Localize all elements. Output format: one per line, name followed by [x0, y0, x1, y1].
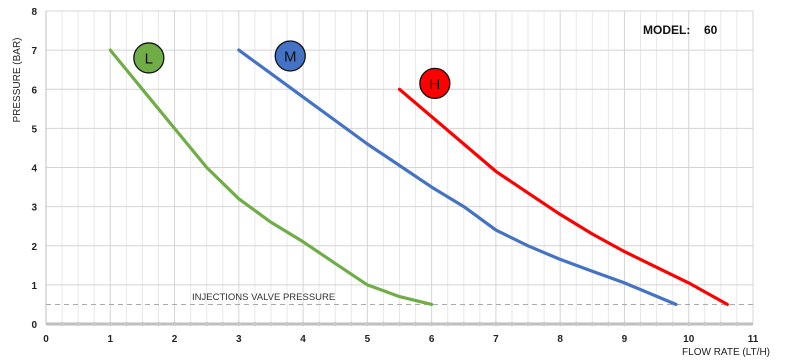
x-axis-marker	[300, 321, 306, 327]
x-axis-marker	[92, 321, 97, 327]
x-axis-marker	[236, 321, 242, 327]
y-tick-label: 0	[31, 320, 37, 331]
x-axis-marker	[429, 321, 434, 327]
x-axis-marker	[172, 321, 177, 327]
x-axis-marker	[461, 321, 466, 327]
x-axis-marker	[574, 321, 579, 327]
x-axis-marker	[541, 321, 547, 327]
x-axis-marker	[654, 321, 659, 327]
series-badge-label: L	[145, 50, 153, 67]
x-axis-marker	[718, 321, 724, 327]
x-axis-marker	[333, 321, 338, 327]
x-axis-marker	[525, 321, 531, 327]
x-tick-label: 3	[236, 334, 242, 345]
y-axis-title: PRESSURE (BAR)	[12, 37, 23, 122]
x-tick-label: 7	[493, 334, 499, 345]
y-tick-label: 1	[31, 281, 37, 292]
x-axis-marker	[557, 321, 563, 327]
x-axis-marker	[381, 321, 386, 327]
x-tick-label: 11	[748, 334, 759, 345]
series-line-h	[397, 87, 729, 306]
x-axis-marker	[413, 321, 418, 327]
x-axis-marker	[252, 321, 258, 327]
x-axis-marker	[316, 321, 322, 327]
axes: 0 1 2 3 4 5 6 7 8 9 10 11 0 1 2 3 4 5 6 7 8	[31, 7, 758, 345]
x-axis-marker	[622, 321, 627, 327]
series-badge-label: M	[284, 48, 297, 65]
x-axis-marker	[220, 321, 225, 327]
x-tick-label: 6	[429, 334, 435, 345]
x-axis-marker	[59, 321, 65, 327]
x-axis-marker	[670, 321, 675, 327]
x-axis-marker	[702, 321, 707, 327]
x-axis-title: FLOW RATE (LT/H)	[682, 347, 770, 358]
x-axis-marker	[268, 321, 274, 327]
x-axis-marker	[188, 321, 193, 327]
x-tick-label: 10	[683, 334, 695, 345]
x-axis-marker	[124, 321, 129, 327]
series-badge-h	[419, 67, 451, 100]
x-axis-marker	[108, 321, 113, 327]
x-axis-marker	[365, 321, 370, 327]
series-line-m	[237, 48, 678, 306]
y-tick-label: 2	[31, 242, 37, 253]
x-tick-label: 4	[300, 334, 306, 345]
x-axis-marker	[686, 321, 691, 327]
x-axis-marker	[156, 321, 161, 327]
x-tick-label: 9	[622, 334, 628, 345]
x-axis-marker	[477, 321, 483, 327]
y-tick-label: 6	[31, 85, 37, 96]
y-tick-label: 4	[31, 164, 37, 175]
reference-line-label: INJECTIONS VALVE PRESSURE	[192, 292, 335, 303]
series-badge-label: H	[429, 76, 440, 93]
x-axis-marker	[638, 321, 643, 327]
series-group	[108, 48, 729, 306]
x-tick-label: 8	[557, 334, 563, 345]
x-axis-marker	[509, 321, 515, 327]
x-axis-marker	[590, 321, 595, 327]
x-tick-label: 5	[365, 334, 371, 345]
x-axis-marker	[75, 321, 81, 327]
y-tick-label: 3	[31, 203, 37, 214]
x-axis-marker	[284, 321, 290, 327]
x-axis-marker	[397, 321, 402, 327]
x-tick-label: 1	[107, 334, 113, 345]
x-axis-marker	[606, 321, 611, 327]
series-badge-l	[133, 42, 165, 74]
x-axis-marker	[734, 321, 740, 327]
y-tick-label: 8	[31, 7, 37, 18]
x-axis-marker	[349, 321, 354, 327]
x-tick-label: 2	[172, 334, 178, 345]
x-axis-marker	[493, 321, 499, 327]
y-tick-label: 7	[31, 46, 37, 57]
x-axis-marker	[204, 321, 209, 327]
x-axis-marker	[445, 321, 450, 327]
series-badge-m	[274, 40, 306, 72]
model-label: MODEL:	[643, 23, 690, 37]
model-value: 60	[704, 23, 718, 37]
badge-group: L M H	[133, 40, 451, 100]
y-tick-label: 5	[31, 124, 37, 135]
series-line-l	[108, 48, 434, 306]
x-tick-label: 0	[43, 334, 49, 345]
x-axis-marker	[140, 321, 145, 327]
